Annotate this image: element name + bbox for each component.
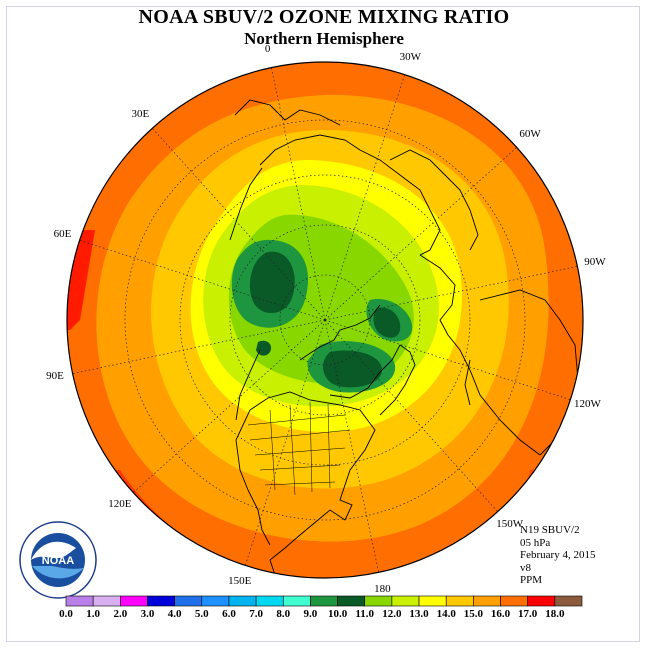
north-america-coast — [235, 391, 376, 578]
hudson-coast — [329, 344, 416, 416]
longitude-label: 30W — [399, 50, 421, 63]
meridian-line — [152, 128, 326, 321]
date-label: February 4, 2015 — [520, 549, 596, 561]
meridian-line — [244, 319, 326, 566]
kamchatka-coast — [229, 167, 263, 241]
image-frame — [6, 6, 640, 642]
meridian-line — [271, 67, 326, 321]
colorbar-tick-label: 11.0 — [355, 608, 375, 620]
ozone-core-west — [249, 251, 295, 314]
colorbar-tick-label: 6.0 — [222, 608, 236, 620]
asia-north-coast — [259, 134, 441, 256]
longitude-label: 120E — [108, 497, 132, 510]
map-subtitle: Northern Hemisphere — [244, 29, 404, 48]
meridian-line — [133, 319, 326, 493]
meridian-line — [79, 239, 326, 321]
map-title: NOAA SBUV/2 OZONE MIXING RATIO — [138, 6, 510, 28]
north-america-west-coast — [235, 439, 271, 546]
colorbar-tick-label: 9.0 — [303, 608, 318, 620]
longitude-label: 180 — [374, 582, 391, 595]
colorbar-tick-label: 3.0 — [140, 608, 155, 620]
ozone-core-east — [373, 307, 401, 338]
longitude-label: 60E — [53, 227, 72, 240]
colorbar-tick-label: 12.0 — [382, 608, 402, 620]
east-asia-coast — [234, 99, 341, 126]
longitude-label: 60W — [519, 128, 541, 141]
noaa-logo-text: NOAA — [42, 555, 74, 567]
colorbar-tick-label: 13.0 — [409, 608, 429, 620]
longitude-label: 150E — [228, 575, 252, 588]
product-info: N19 SBUV/2 05 hPa February 4, 2015 v8 PP… — [520, 524, 595, 587]
meridian-line — [324, 147, 517, 321]
meridian-line — [324, 74, 406, 321]
satellite-label: N19 SBUV/2 — [520, 524, 580, 536]
state-borders — [247, 401, 351, 496]
central-asia-coast — [389, 149, 479, 251]
meridian-line — [324, 319, 571, 401]
units-label: PPM — [520, 574, 543, 586]
pressure-level-label: 05 hPa — [520, 536, 551, 549]
europe-coast — [419, 254, 541, 456]
colorbar-tick-label: 1.0 — [86, 608, 101, 620]
iberia-coast — [464, 359, 471, 406]
longitude-label: 0 — [264, 43, 271, 56]
longitude-label: 90W — [584, 255, 606, 268]
colorbar-tick-label: 18.0 — [545, 608, 565, 620]
colorbar-tick-label: 2.0 — [113, 608, 128, 620]
colorbar-tick-label: 15.0 — [463, 608, 483, 620]
alaska-coast — [235, 349, 261, 421]
meridian-line — [72, 319, 326, 374]
longitude-label: 150W — [496, 518, 524, 531]
colorbar-tick-label: 16.0 — [490, 608, 511, 620]
meridian-line — [324, 319, 498, 512]
noaa-logo: NOAA — [19, 521, 97, 599]
latitude-circles — [124, 119, 526, 521]
version-label: v8 — [520, 561, 531, 574]
longitude-label: 120W — [574, 398, 601, 411]
longitude-label: 30E — [131, 107, 150, 120]
colorbar-tick-label: 7.0 — [249, 608, 263, 620]
meridian-line — [324, 266, 578, 321]
ozone-core-south — [323, 350, 382, 388]
meridian-line — [324, 319, 379, 573]
ozone-core-small — [256, 340, 272, 356]
meridians — [72, 67, 578, 573]
colorbar-tick-label: 4.0 — [167, 608, 182, 620]
colorbar-tick-label: 14.0 — [436, 608, 456, 620]
longitude-label: 90E — [46, 370, 64, 383]
colorbar-tick-label: 0.0 — [59, 608, 73, 620]
colorbar-tick-label: 8.0 — [276, 608, 291, 620]
map-boundary — [66, 61, 584, 579]
colorbar-tick-label: 17.0 — [518, 608, 538, 620]
colorbar-tick-label: 5.0 — [194, 608, 209, 620]
colorbar-tick-label: 10.0 — [327, 608, 348, 620]
